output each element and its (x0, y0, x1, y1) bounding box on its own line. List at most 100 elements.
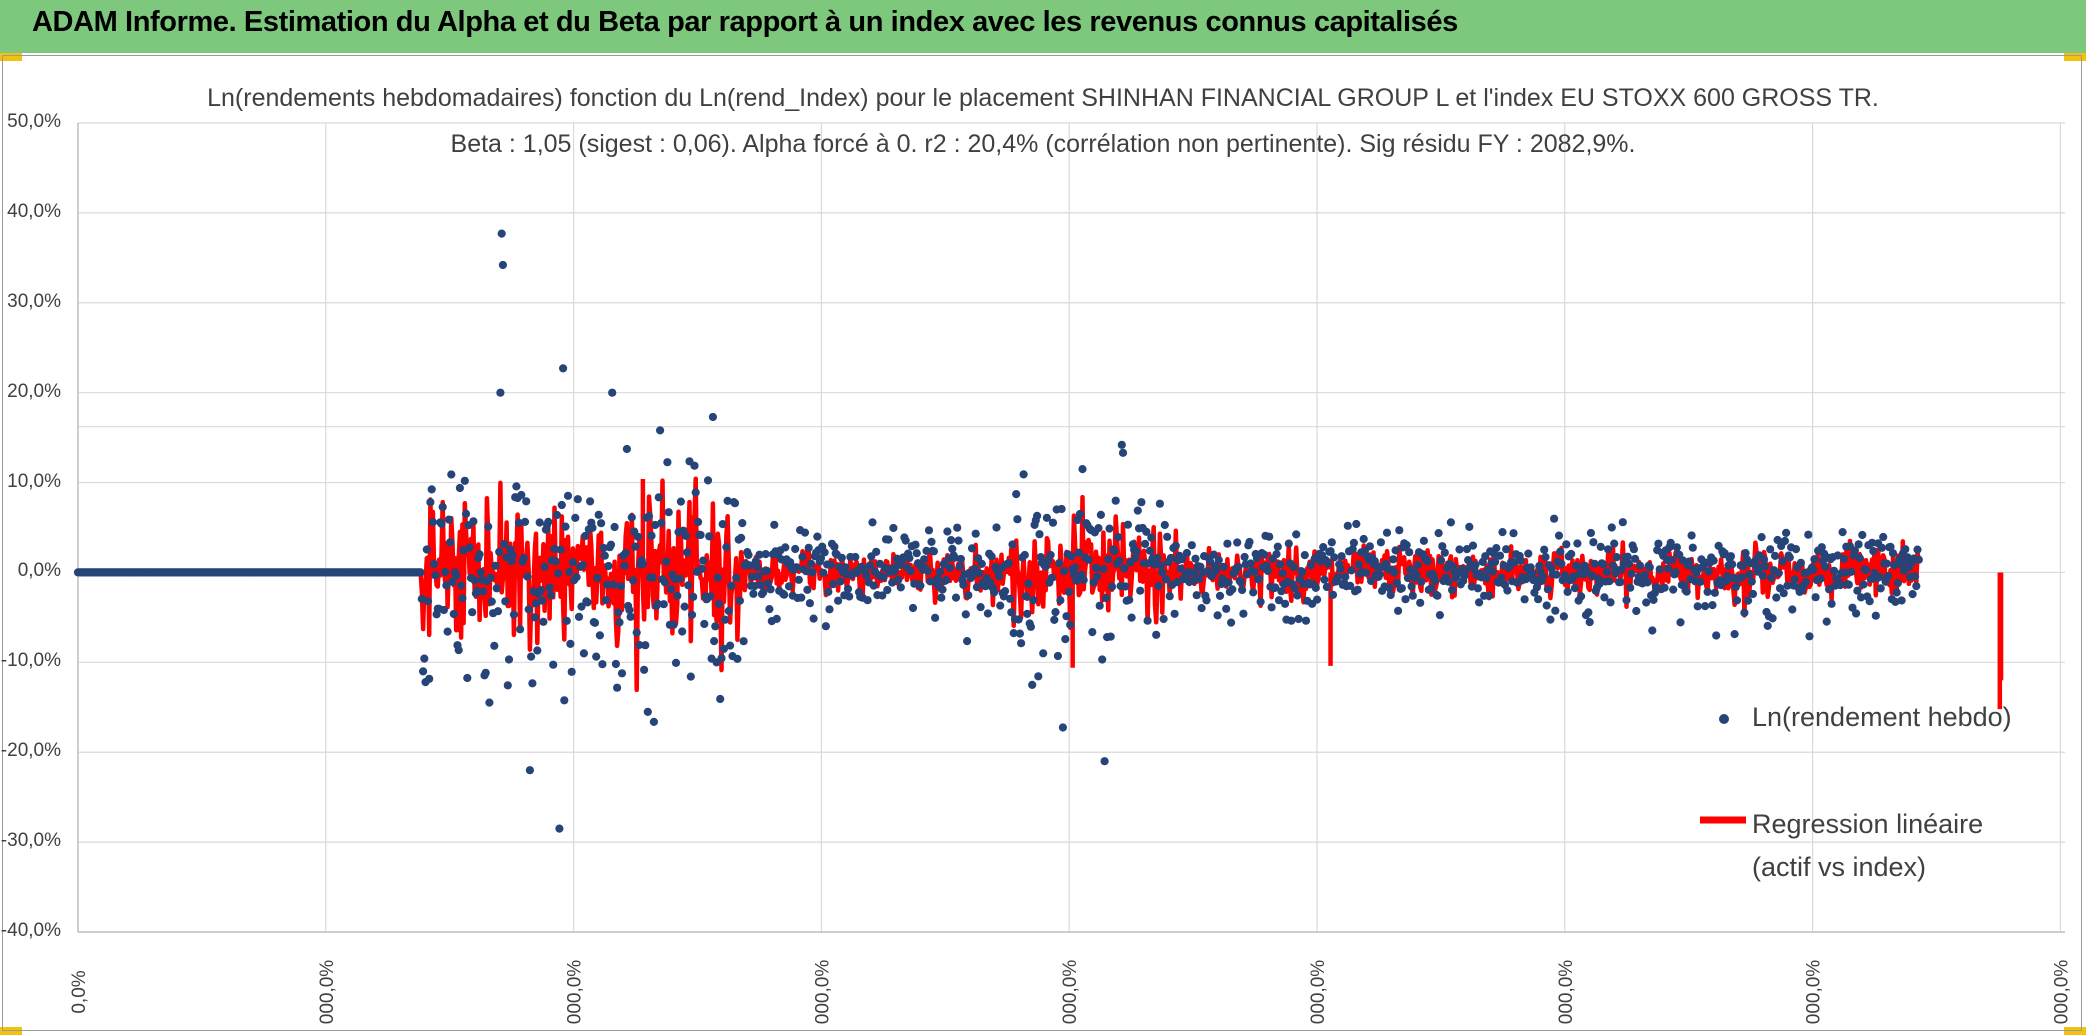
data-point (841, 563, 850, 572)
data-point (1622, 596, 1631, 605)
data-point (1343, 521, 1352, 530)
data-point (1006, 594, 1015, 603)
data-point (792, 563, 801, 572)
data-point (983, 609, 993, 618)
data-point (1215, 591, 1225, 601)
data-point (955, 562, 964, 571)
data-point (920, 555, 929, 564)
data-point (975, 569, 984, 578)
data-point (780, 590, 789, 599)
data-point (992, 523, 1001, 532)
data-point (546, 591, 555, 600)
data-point (1771, 551, 1780, 561)
data-point (614, 608, 623, 617)
data-point (1546, 615, 1555, 624)
data-point (1693, 602, 1702, 611)
data-point (1688, 543, 1697, 552)
data-point (1160, 520, 1169, 530)
data-point (1273, 542, 1282, 551)
data-point (1672, 543, 1681, 552)
data-point (638, 560, 648, 569)
data-point (616, 582, 625, 591)
data-point (1660, 583, 1669, 592)
data-point (809, 614, 818, 623)
data-point (1631, 554, 1640, 563)
data-point (1484, 591, 1494, 600)
data-point (1373, 562, 1382, 571)
data-point (1281, 599, 1290, 608)
data-point (1161, 575, 1171, 584)
data-point (1272, 550, 1281, 559)
data-point (577, 602, 586, 611)
data-point (1154, 581, 1163, 591)
data-point (1557, 559, 1566, 569)
data-point (1029, 596, 1038, 605)
data-point (1362, 568, 1371, 577)
data-point (560, 696, 569, 705)
data-point (461, 509, 471, 518)
data-point (1540, 545, 1549, 554)
data-point (516, 625, 525, 634)
data-point (1326, 547, 1335, 556)
data-point (1911, 572, 1920, 581)
data-point (1236, 578, 1245, 587)
data-point (721, 615, 730, 624)
data-point (1610, 539, 1619, 548)
data-point (1328, 590, 1338, 599)
data-point (1093, 572, 1102, 581)
data-point (1732, 596, 1742, 605)
data-point (1190, 568, 1199, 578)
data-point (683, 548, 692, 557)
data-point (1853, 586, 1862, 595)
data-point (696, 530, 705, 540)
data-point (1761, 562, 1770, 571)
corner-marker-br (2064, 1027, 2086, 1035)
data-point (431, 571, 440, 580)
data-point (1188, 576, 1198, 586)
data-point (1187, 541, 1196, 550)
data-point (705, 532, 714, 541)
data-point (1855, 554, 1864, 563)
data-point (739, 637, 748, 646)
data-point (1349, 538, 1358, 548)
data-point (611, 659, 621, 669)
data-point (1778, 557, 1787, 566)
data-point (545, 583, 554, 592)
data-point (1101, 593, 1110, 603)
data-point (1868, 538, 1877, 547)
data-point (1412, 570, 1421, 579)
chart-subtitle: Beta : 1,05 (sigest : 0,06). Alpha forcé… (450, 130, 1636, 158)
data-point (592, 652, 601, 661)
data-point (1274, 596, 1284, 605)
data-point (1132, 547, 1141, 556)
data-point (1336, 564, 1345, 574)
data-point (1118, 448, 1128, 457)
data-point (1249, 588, 1258, 597)
data-point (722, 543, 731, 552)
data-point (1055, 559, 1064, 568)
data-point (1704, 567, 1713, 576)
data-point (1779, 589, 1788, 598)
data-point (749, 589, 758, 598)
x-tick-label: 000,0% (317, 960, 338, 1025)
data-point (1096, 510, 1105, 519)
x-tick-label: 000,0% (1060, 960, 1081, 1025)
data-point (1534, 595, 1543, 604)
data-point (700, 619, 709, 629)
data-point (1088, 628, 1097, 637)
data-point (671, 658, 681, 668)
data-point (1532, 583, 1541, 592)
data-point (599, 543, 608, 553)
data-point (1277, 587, 1286, 596)
data-point (1833, 551, 1842, 560)
data-point (1804, 530, 1813, 539)
data-point (781, 543, 790, 552)
data-point (1289, 562, 1298, 571)
data-point (924, 526, 934, 535)
data-point (1152, 630, 1161, 639)
data-point (711, 622, 720, 631)
data-point (1173, 578, 1182, 587)
y-tick-label: 30,0% (7, 290, 61, 312)
data-point (1455, 545, 1464, 554)
data-point (713, 573, 722, 582)
